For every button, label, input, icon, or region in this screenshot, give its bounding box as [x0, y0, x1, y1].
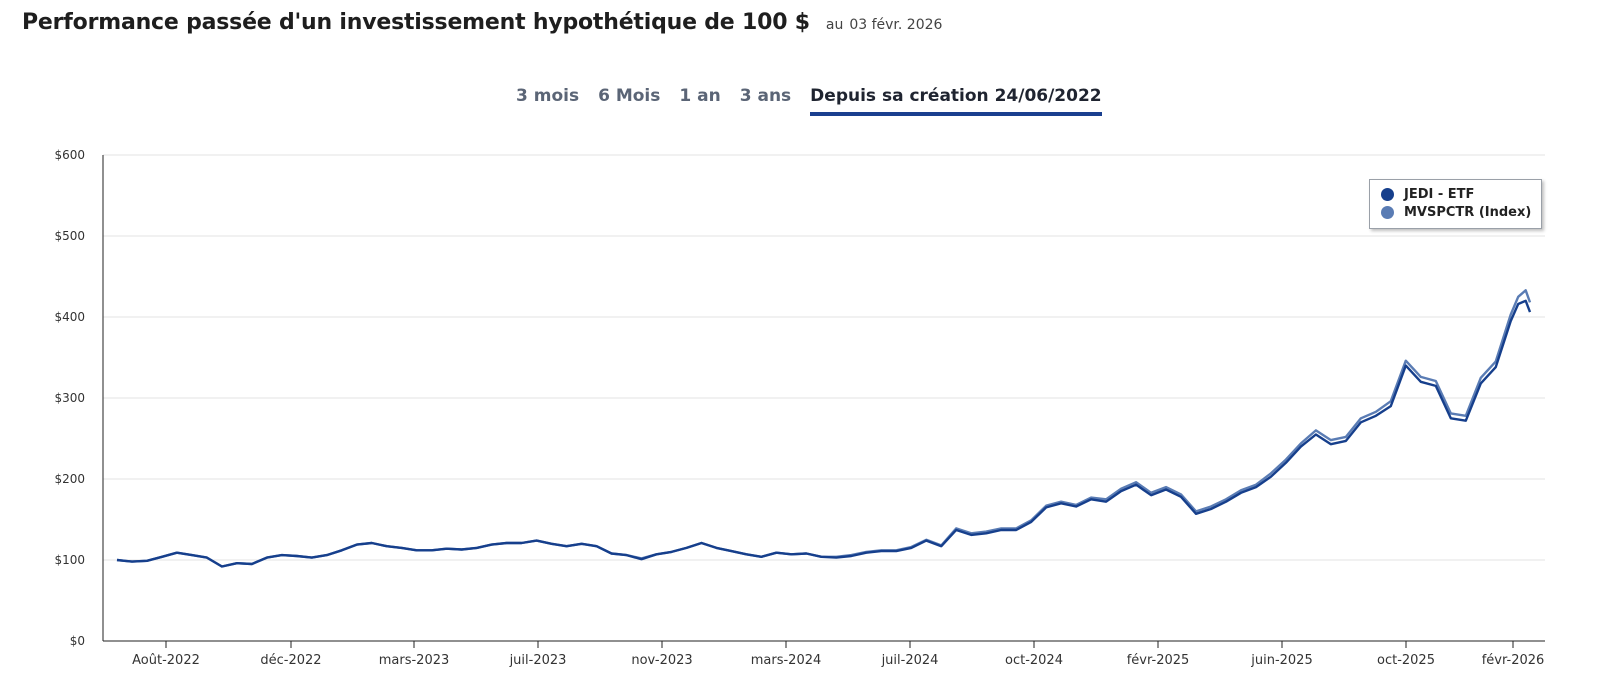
tab-since-inception[interactable]: Depuis sa création 24/06/2022 [810, 86, 1102, 116]
y-tick-label: $400 [54, 310, 85, 324]
series-line-etf [116, 299, 1532, 568]
tab-3-years[interactable]: 3 ans [739, 86, 792, 106]
x-tick-label: juin-2025 [1250, 653, 1312, 668]
x-tick-label: nov-2023 [631, 653, 692, 668]
x-tick-label: févr-2025 [1127, 653, 1190, 668]
y-tick-label: $100 [54, 553, 85, 567]
series-line-index [116, 289, 1532, 568]
period-tabs: 3 mois 6 Mois 1 an 3 ans Depuis sa créat… [516, 86, 1121, 116]
legend-item-index[interactable]: MVSPCTR (Index) [1381, 205, 1531, 220]
chart-header: Performance passée d'un investissement h… [22, 10, 942, 35]
axes: $0 $100 $200 $300 $400 $500 $600 Août-2022 déc-2… [54, 148, 1545, 668]
tab-3-months[interactable]: 3 mois [516, 86, 580, 106]
series-lines [116, 289, 1532, 568]
chart-legend: JEDI - ETF MVSPCTR (Index) [1369, 179, 1542, 229]
y-tick-label: $300 [54, 391, 85, 405]
y-tick-label: $600 [54, 148, 85, 162]
x-tick-label: oct-2025 [1377, 653, 1435, 668]
x-tick-label: mars-2023 [379, 653, 450, 668]
tab-6-months[interactable]: 6 Mois [598, 86, 661, 106]
x-tick-label: déc-2022 [260, 653, 321, 668]
legend-marker-index [1381, 206, 1394, 219]
tab-1-year[interactable]: 1 an [679, 86, 721, 106]
y-tick-label: $0 [70, 634, 85, 648]
legend-label-etf: JEDI - ETF [1404, 187, 1475, 202]
as-of-date: au 03 févr. 2026 [826, 17, 943, 33]
legend-label-index: MVSPCTR (Index) [1404, 205, 1532, 220]
x-tick-label: juil-2024 [881, 653, 939, 668]
x-tick-label: juil-2023 [509, 653, 567, 668]
x-tick-label: oct-2024 [1005, 653, 1063, 668]
y-tick-label: $200 [54, 472, 85, 486]
y-tick-label: $500 [54, 229, 85, 243]
legend-marker-etf [1381, 188, 1394, 201]
x-tick-label: mars-2024 [751, 653, 822, 668]
legend-item-etf[interactable]: JEDI - ETF [1381, 187, 1474, 202]
grid-lines [103, 154, 1545, 561]
as-of-label: au [825, 17, 844, 33]
as-of-value: 03 févr. 2026 [849, 17, 943, 33]
page-title: Performance passée d'un investissement h… [22, 10, 810, 35]
x-tick-label: févr-2026 [1482, 653, 1545, 668]
x-tick-label: Août-2022 [132, 653, 200, 668]
